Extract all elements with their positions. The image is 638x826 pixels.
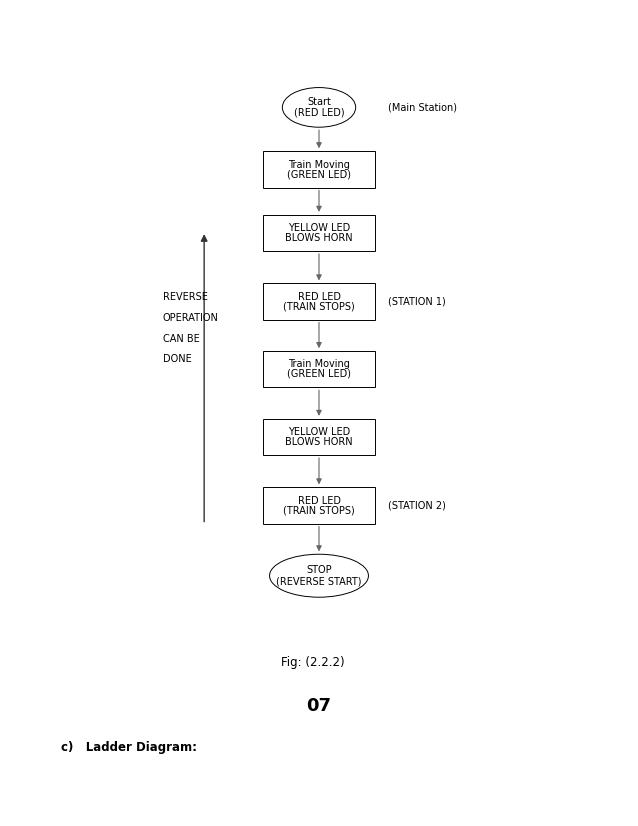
Text: BLOWS HORN: BLOWS HORN [285,437,353,447]
FancyBboxPatch shape [263,215,375,251]
Text: (Main Station): (Main Station) [388,102,457,112]
Text: 07: 07 [306,697,332,715]
Text: YELLOW LED: YELLOW LED [288,427,350,437]
Text: c)   Ladder Diagram:: c) Ladder Diagram: [61,741,197,754]
Text: (RED LED): (RED LED) [293,107,345,117]
FancyBboxPatch shape [263,351,375,387]
FancyBboxPatch shape [263,151,375,188]
Text: Train Moving: Train Moving [288,359,350,369]
Text: (STATION 2): (STATION 2) [388,501,446,510]
Text: BLOWS HORN: BLOWS HORN [285,233,353,243]
Text: Fig: (2.2.2): Fig: (2.2.2) [281,656,345,669]
Text: OPERATION: OPERATION [163,313,219,323]
Text: DONE: DONE [163,354,191,364]
Text: (TRAIN STOPS): (TRAIN STOPS) [283,506,355,515]
Text: (GREEN LED): (GREEN LED) [287,369,351,379]
FancyBboxPatch shape [263,419,375,455]
Text: YELLOW LED: YELLOW LED [288,223,350,233]
Text: (REVERSE START): (REVERSE START) [276,577,362,586]
Text: (GREEN LED): (GREEN LED) [287,169,351,179]
FancyBboxPatch shape [263,283,375,320]
Text: Start: Start [307,97,331,107]
FancyBboxPatch shape [263,487,375,524]
Text: (TRAIN STOPS): (TRAIN STOPS) [283,301,355,311]
Text: RED LED: RED LED [297,292,341,301]
Text: Train Moving: Train Moving [288,159,350,169]
Text: REVERSE: REVERSE [163,292,207,302]
Text: CAN BE: CAN BE [163,334,200,344]
Text: STOP: STOP [306,565,332,575]
Ellipse shape [282,88,356,127]
Text: (STATION 1): (STATION 1) [388,297,446,306]
Text: RED LED: RED LED [297,496,341,506]
Ellipse shape [269,554,369,597]
